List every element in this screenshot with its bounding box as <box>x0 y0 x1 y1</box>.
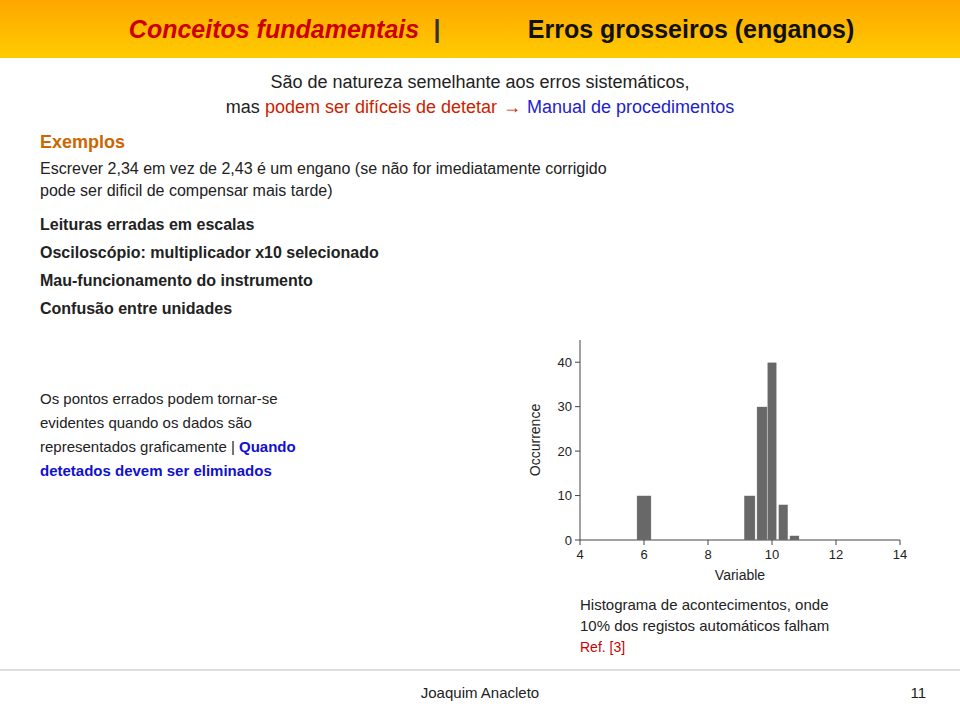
header-band <box>0 0 960 58</box>
slide: Conceitos fundamentais | Erros grosseiros … <box>0 0 960 716</box>
x-tick <box>708 540 709 545</box>
y-tick <box>575 495 580 496</box>
footer-rule <box>0 670 960 671</box>
x-axis-label: Variable <box>715 567 766 583</box>
note-line-part: detetados devem ser eliminados <box>40 462 272 479</box>
bullet-text: Mau-funcionamento do instrumento <box>40 272 313 289</box>
y-axis-line <box>580 340 581 540</box>
note-line-part: representados graficamente | <box>40 438 239 455</box>
bar <box>790 536 800 540</box>
x-tick-label: 10 <box>765 547 779 562</box>
note-line: Os pontos errados podem tornar-se <box>40 390 278 407</box>
bar <box>744 496 755 540</box>
bar <box>767 362 777 540</box>
intro-line-part: São de natureza semelhante aos erros sis… <box>270 72 689 92</box>
x-tick <box>644 540 645 545</box>
y-tick-label: 20 <box>558 444 572 459</box>
intro-line-part: podem ser difíceis de detetar <box>265 97 497 117</box>
y-tick-label: 10 <box>558 488 572 503</box>
note-line: representados graficamente | Quando <box>40 438 296 455</box>
intro-line-part: mas <box>226 97 265 117</box>
bar <box>637 496 651 540</box>
y-tick <box>575 540 580 541</box>
y-axis-label: Occurrence <box>527 404 543 477</box>
x-tick <box>772 540 773 545</box>
bullet-text: Confusão entre unidades <box>40 300 232 317</box>
caption: 10% dos registos automáticos falham <box>580 617 829 634</box>
header-text: | <box>434 15 441 43</box>
body-text: Escrever 2,34 em vez de 2,43 é um engano… <box>40 160 607 177</box>
bullet-text: Osciloscópio: multiplicador x10 selecion… <box>40 244 379 261</box>
x-tick <box>900 540 901 545</box>
bar <box>757 407 768 540</box>
x-tick-label: 4 <box>576 547 583 562</box>
header-text: Conceitos fundamentais <box>129 15 419 43</box>
caption: Ref. [3] <box>580 639 625 655</box>
footer-page: 11 <box>910 684 926 701</box>
y-tick <box>575 406 580 407</box>
intro-line: São de natureza semelhante aos erros sis… <box>270 72 689 92</box>
note-line-part: Os pontos errados podem tornar-se <box>40 390 278 407</box>
note-line: evidentes quando os dados são <box>40 414 252 431</box>
y-tick-label: 0 <box>565 533 572 548</box>
note-line-part: Quando <box>239 438 296 455</box>
footer-name: Joaquim Anacleto <box>421 684 539 701</box>
x-tick <box>580 540 581 545</box>
bar <box>778 504 788 540</box>
body-text: pode ser dificil de compensar mais tarde… <box>40 182 333 199</box>
bars <box>637 362 799 540</box>
intro-line-part: → <box>503 97 521 117</box>
caption: Histograma de acontecimentos, onde <box>580 596 828 613</box>
background <box>0 0 960 716</box>
note-line-part: evidentes quando os dados são <box>40 414 252 431</box>
intro-line: mas podem ser difíceis de detetar → Manual… <box>226 97 734 117</box>
bullet-text: Leituras erradas em escalas <box>40 216 254 233</box>
x-tick-label: 8 <box>704 547 711 562</box>
examples-title: Exemplos <box>40 132 125 152</box>
x-axis-line <box>580 540 900 541</box>
y-tick <box>575 451 580 452</box>
y-tick <box>575 362 580 363</box>
y-tick-label: 30 <box>558 399 572 414</box>
x-tick-label: 14 <box>893 547 907 562</box>
x-tick-label: 12 <box>829 547 843 562</box>
x-tick <box>836 540 837 545</box>
histogram: 4 6 8 10 12 14 0 10 20 30 40 Variable Occurrence <box>527 340 907 583</box>
intro-line-part: Manual de procedimentos <box>527 97 734 117</box>
x-tick-label: 6 <box>640 547 647 562</box>
y-tick-label: 40 <box>558 355 572 370</box>
note-line: detetados devem ser eliminados <box>40 462 272 479</box>
header-text: Erros grosseiros (enganos) <box>528 15 854 43</box>
